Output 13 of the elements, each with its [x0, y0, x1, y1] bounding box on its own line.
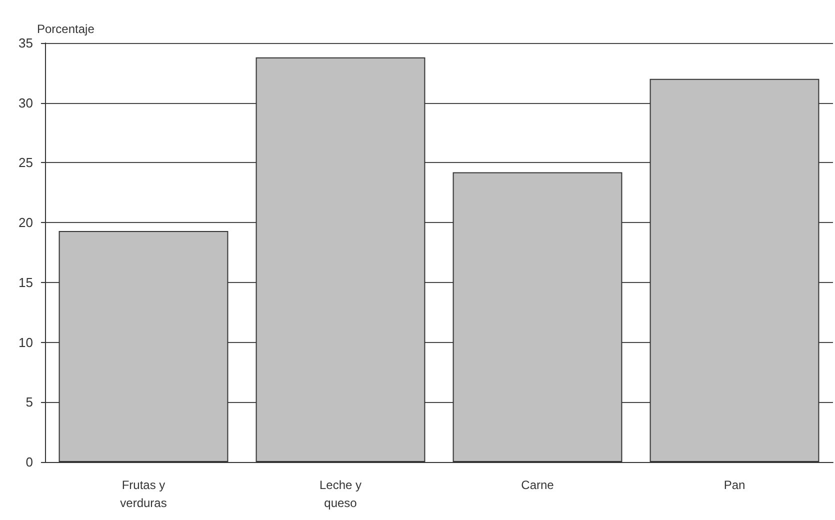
y-tick-label: 5 — [26, 394, 33, 410]
x-tick-label: Frutas y verduras — [120, 478, 167, 510]
y-axis-title: Porcentaje — [37, 22, 95, 36]
y-tick-label: 30 — [18, 95, 33, 110]
y-tick-label: 10 — [18, 334, 33, 350]
x-tick-label: Leche y queso — [319, 478, 362, 510]
x-tick-label: Pan — [724, 478, 746, 492]
y-tick-label: 0 — [26, 454, 33, 470]
y-tick-label: 35 — [18, 36, 33, 50]
y-tick-label: 25 — [18, 155, 33, 170]
x-tick-label: Carne — [521, 478, 554, 492]
y-tick-label: 15 — [18, 274, 33, 290]
y-tick-label: 20 — [18, 215, 33, 230]
